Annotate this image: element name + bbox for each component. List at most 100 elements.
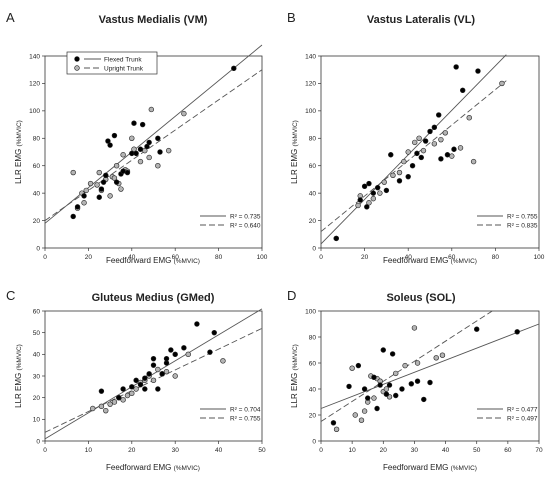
point-upright bbox=[390, 172, 396, 179]
y-tick-label: 120 bbox=[29, 81, 40, 88]
point-flexed bbox=[514, 329, 520, 335]
y-tick-label: 20 bbox=[309, 218, 317, 225]
legend-label-upright: Upright Trunk bbox=[104, 65, 144, 72]
point-flexed bbox=[366, 180, 372, 187]
fit-line-flexed bbox=[44, 308, 263, 440]
point-upright bbox=[371, 395, 377, 401]
x-tick-label: 60 bbox=[504, 447, 512, 454]
x-tick-label: 40 bbox=[405, 254, 413, 261]
r2-label-flexed: R² = 0.735 bbox=[230, 213, 261, 220]
point-upright bbox=[416, 135, 422, 141]
r2-label-flexed: R² = 0.755 bbox=[507, 213, 538, 220]
point-flexed bbox=[137, 381, 144, 388]
point-upright bbox=[414, 360, 421, 366]
r2-label-flexed: R² = 0.704 bbox=[230, 406, 261, 413]
x-tick-label: 30 bbox=[411, 447, 419, 454]
y-tick-label: 80 bbox=[33, 136, 41, 143]
y-tick-label: 80 bbox=[309, 334, 317, 341]
point-flexed bbox=[355, 362, 362, 369]
point-flexed bbox=[150, 355, 157, 362]
y-tick-label: 60 bbox=[309, 163, 317, 170]
point-flexed bbox=[361, 183, 368, 189]
point-flexed bbox=[438, 156, 444, 162]
point-flexed bbox=[146, 371, 152, 377]
point-flexed bbox=[444, 152, 451, 158]
x-axis-label: Feedforward EMG (%MVIC) bbox=[106, 463, 200, 472]
x-tick-label: 80 bbox=[492, 254, 500, 261]
point-upright bbox=[411, 325, 418, 331]
point-flexed bbox=[380, 347, 386, 353]
point-flexed bbox=[172, 351, 178, 358]
point-flexed bbox=[374, 405, 380, 412]
point-flexed bbox=[388, 152, 394, 158]
point-upright bbox=[355, 202, 361, 209]
point-upright bbox=[131, 146, 137, 152]
fit-line-flexed bbox=[320, 323, 540, 409]
r2-label-upright: R² = 0.755 bbox=[230, 415, 261, 422]
y-tick-label: 20 bbox=[309, 412, 317, 419]
y-tick-label: 0 bbox=[36, 245, 40, 252]
y-tick-label: 100 bbox=[29, 108, 40, 115]
point-upright bbox=[94, 182, 100, 188]
point-flexed bbox=[96, 194, 102, 200]
point-flexed bbox=[146, 139, 152, 146]
point-upright bbox=[165, 147, 172, 154]
y-tick-label: 60 bbox=[33, 163, 41, 170]
point-flexed bbox=[383, 391, 390, 397]
x-tick-label: 40 bbox=[128, 254, 136, 261]
y-axis-label: LLR EMG (%MVIC) bbox=[14, 344, 23, 408]
point-flexed bbox=[207, 349, 213, 355]
point-flexed bbox=[460, 87, 466, 93]
y-tick-label: 80 bbox=[309, 136, 317, 143]
point-upright bbox=[81, 200, 87, 206]
point-flexed bbox=[133, 377, 139, 384]
x-tick-label: 70 bbox=[535, 447, 543, 454]
point-upright bbox=[358, 417, 365, 423]
point-flexed bbox=[181, 345, 187, 351]
point-flexed bbox=[129, 384, 135, 390]
point-flexed bbox=[105, 138, 111, 144]
legend-box bbox=[66, 51, 158, 75]
x-tick-label: 0 bbox=[319, 447, 323, 454]
y-tick-label: 20 bbox=[33, 218, 41, 225]
x-tick-label: 80 bbox=[215, 254, 223, 261]
point-flexed bbox=[386, 382, 393, 388]
y-tick-label: 20 bbox=[33, 395, 41, 402]
point-flexed bbox=[409, 163, 416, 169]
point-upright bbox=[129, 390, 135, 397]
point-flexed bbox=[396, 178, 403, 184]
y-tick-label: 0 bbox=[36, 438, 40, 445]
point-upright bbox=[98, 403, 105, 410]
point-flexed bbox=[157, 149, 163, 155]
point-flexed bbox=[431, 124, 438, 131]
point-upright bbox=[433, 355, 439, 361]
point-upright bbox=[439, 352, 446, 358]
point-flexed bbox=[436, 112, 442, 118]
x-tick-label: 50 bbox=[473, 447, 481, 454]
point-upright bbox=[146, 154, 152, 161]
point-flexed bbox=[159, 371, 165, 377]
point-flexed bbox=[139, 121, 146, 128]
y-tick-label: 40 bbox=[309, 386, 317, 393]
point-upright bbox=[155, 366, 161, 373]
panel-title: Gluteus Medius (GMed) bbox=[92, 292, 215, 304]
point-flexed bbox=[155, 386, 161, 392]
y-tick-label: 40 bbox=[33, 190, 41, 197]
point-upright bbox=[107, 193, 113, 199]
y-axis-label: LLR EMG (%MVIC) bbox=[290, 344, 299, 408]
point-flexed bbox=[70, 213, 76, 220]
point-upright bbox=[442, 130, 448, 136]
point-flexed bbox=[475, 68, 481, 74]
panel-label: C bbox=[6, 288, 15, 303]
point-upright bbox=[87, 180, 94, 187]
y-tick-label: 60 bbox=[33, 308, 41, 315]
point-upright bbox=[120, 397, 126, 403]
panel-title: Vastus Medialis (VM) bbox=[99, 14, 208, 26]
point-upright bbox=[401, 158, 407, 165]
panel-title: Soleus (SOL) bbox=[386, 292, 455, 304]
x-tick-label: 10 bbox=[349, 447, 357, 454]
y-tick-label: 100 bbox=[305, 108, 316, 115]
point-upright bbox=[83, 187, 89, 194]
legend-marker-flexed bbox=[74, 56, 80, 62]
